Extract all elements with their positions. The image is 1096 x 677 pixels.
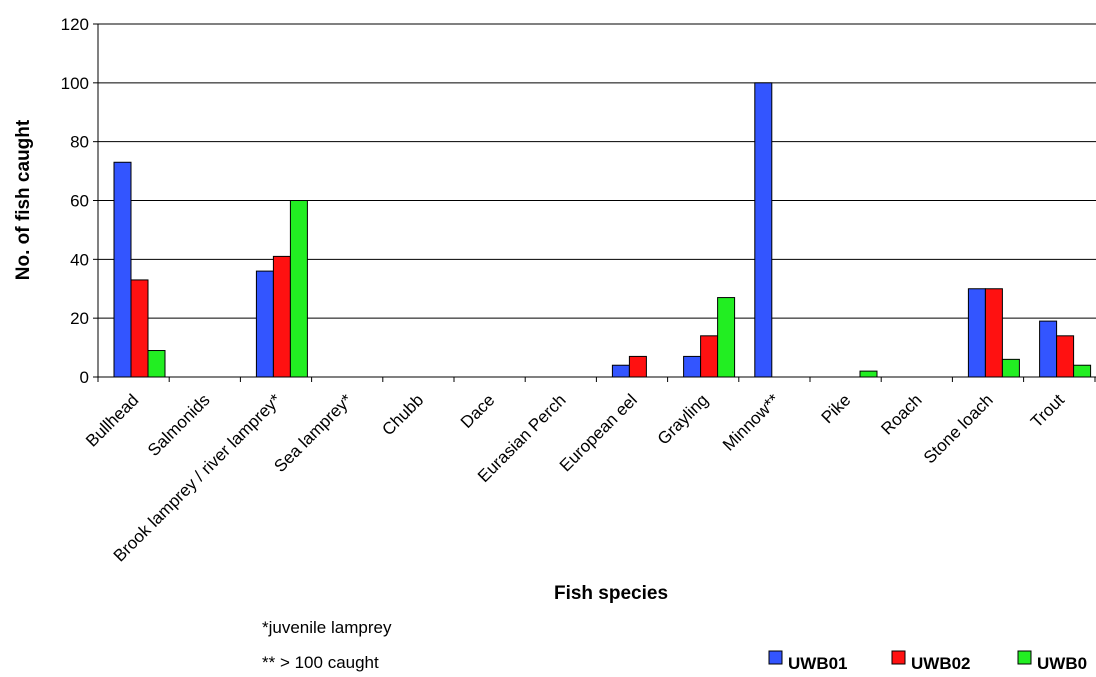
y-tick-labels: 0 20 40 60 80 100 120 — [61, 15, 89, 387]
annotation-juvenile-lamprey: *juvenile lamprey — [262, 618, 392, 637]
x-category-label: Bullhead — [82, 390, 142, 450]
x-category-label: Chubb — [378, 390, 427, 439]
legend-label-uwb02: UWB02 — [911, 654, 971, 673]
bar-uwb02-13 — [1056, 335, 1075, 378]
bar-uwb01-13 — [1039, 320, 1058, 378]
y-tick-label: 40 — [70, 250, 89, 269]
x-category-label: Dace — [457, 390, 498, 431]
bar-uwb02-2 — [272, 255, 291, 378]
x-category-label: Salmonids — [144, 390, 214, 460]
y-tick-label: 20 — [70, 309, 89, 328]
legend-label-uwb01: UWB01 — [788, 654, 848, 673]
x-category-label: Grayling — [654, 390, 712, 448]
bar-uwb03-12 — [1001, 358, 1020, 378]
axes — [93, 23, 1096, 382]
legend-swatch-uwb01 — [768, 650, 783, 665]
x-category-label: Stone loach — [920, 390, 997, 467]
x-category-label: Roach — [877, 390, 925, 438]
x-category-label: Trout — [1027, 390, 1068, 431]
y-tick-label: 60 — [70, 192, 89, 211]
bar-uwb01-7 — [611, 364, 630, 378]
y-axis-title: No. of fish caught — [13, 119, 34, 280]
y-tick-label: 120 — [61, 15, 89, 34]
x-axis-title: Fish species — [554, 583, 668, 604]
x-category-label: Pike — [818, 390, 855, 427]
bar-uwb01-9 — [754, 82, 773, 378]
bar-uwb02-0 — [130, 279, 149, 378]
bar-uwb02-12 — [984, 288, 1003, 378]
bar-uwb03-8 — [717, 297, 736, 378]
bar-uwb01-0 — [113, 161, 132, 378]
gridlines — [98, 23, 1096, 319]
bar-uwb01-8 — [683, 355, 702, 378]
legend-swatch-uwb02 — [891, 650, 906, 665]
y-tick-label: 0 — [80, 368, 89, 387]
y-tick-label: 80 — [70, 133, 89, 152]
legend-swatch-uwb03 — [1017, 650, 1032, 665]
bar-uwb03-10 — [859, 370, 878, 378]
legend-label-uwb03: UWB0 — [1037, 654, 1087, 673]
x-category-label: Minnow** — [719, 390, 783, 454]
bar-uwb02-7 — [628, 355, 647, 378]
bar-uwb03-13 — [1073, 364, 1092, 378]
legend: UWB01 UWB02 UWB0 — [768, 650, 1087, 673]
bars — [113, 82, 1092, 378]
annotation-minnow-caught: ** > 100 caught — [262, 653, 379, 672]
bar-uwb01-2 — [255, 270, 274, 378]
bar-uwb02-8 — [700, 335, 719, 378]
bar-uwb03-0 — [147, 350, 166, 378]
y-tick-label: 100 — [61, 74, 89, 93]
bar-uwb01-12 — [967, 288, 986, 378]
bar-uwb03-2 — [289, 200, 308, 378]
